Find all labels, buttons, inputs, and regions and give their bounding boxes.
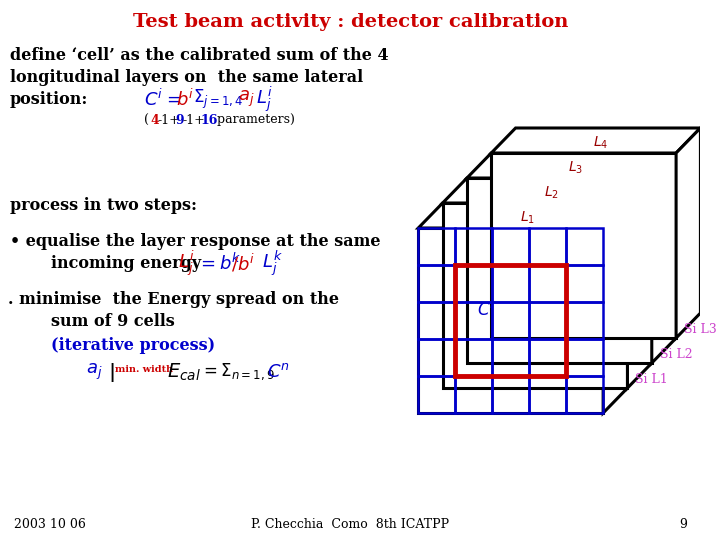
Text: define ‘cell’ as the calibrated sum of the 4: define ‘cell’ as the calibrated sum of t…: [10, 46, 388, 64]
Bar: [455, 302, 492, 339]
Text: $a_j$: $a_j$: [86, 362, 102, 382]
Bar: [566, 228, 603, 265]
Bar: [418, 376, 455, 413]
Polygon shape: [443, 178, 652, 203]
Polygon shape: [676, 128, 701, 338]
Bar: [529, 376, 566, 413]
Text: $L_2$: $L_2$: [544, 185, 559, 201]
Text: min. width: min. width: [114, 364, 173, 374]
Text: Si L2: Si L2: [660, 348, 692, 361]
Text: parameters): parameters): [213, 113, 295, 126]
Polygon shape: [418, 203, 627, 228]
Polygon shape: [491, 153, 676, 338]
Text: $L_4$: $L_4$: [593, 135, 608, 151]
Text: 4: 4: [150, 113, 160, 126]
Text: $L_3$: $L_3$: [568, 160, 583, 176]
Text: • equalise the layer response at the same: • equalise the layer response at the sam…: [10, 233, 380, 251]
Text: Si L3: Si L3: [684, 323, 716, 336]
Text: sum of 9 cells: sum of 9 cells: [50, 314, 174, 330]
Text: 2003 10 06: 2003 10 06: [14, 518, 86, 531]
Text: $E_{cal}$: $E_{cal}$: [167, 361, 201, 383]
Text: -1+: -1+: [183, 113, 206, 126]
Text: $a_j$: $a_j$: [238, 89, 255, 109]
Text: |: |: [103, 362, 116, 381]
Text: 9: 9: [175, 113, 184, 126]
Bar: [455, 339, 492, 376]
Text: incoming energy: incoming energy: [50, 254, 207, 272]
Bar: [492, 228, 529, 265]
Bar: [455, 376, 492, 413]
Polygon shape: [443, 203, 627, 388]
Polygon shape: [467, 178, 652, 363]
Text: 16: 16: [200, 113, 217, 126]
Text: (iterative process): (iterative process): [50, 336, 215, 354]
Text: $/b^i$: $/b^i$: [230, 252, 255, 274]
Text: $L^k_j$: $L^k_j$: [256, 248, 283, 278]
Bar: [492, 302, 529, 339]
Bar: [566, 376, 603, 413]
Text: 9: 9: [679, 518, 687, 531]
Text: -1+: -1+: [158, 113, 180, 126]
Bar: [455, 228, 492, 265]
Bar: [418, 228, 455, 265]
Text: $b^i$: $b^i$: [176, 89, 194, 110]
Text: position:: position:: [10, 91, 88, 107]
Polygon shape: [418, 228, 603, 413]
Text: $=\Sigma_{n=1,9}$: $=\Sigma_{n=1,9}$: [200, 362, 275, 382]
Bar: [529, 339, 566, 376]
Text: . minimise  the Energy spread on the: . minimise the Energy spread on the: [8, 292, 339, 308]
Bar: [455, 265, 566, 376]
Text: $L^i_j$: $L^i_j$: [256, 84, 273, 114]
Polygon shape: [467, 153, 676, 178]
Text: $=b^k$: $=b^k$: [197, 252, 242, 274]
Text: $L_1$: $L_1$: [520, 210, 535, 226]
Text: Si L1: Si L1: [635, 373, 668, 386]
Polygon shape: [627, 178, 652, 388]
Bar: [566, 339, 603, 376]
Text: $C^n$: $C^n$: [266, 363, 289, 381]
Bar: [492, 265, 529, 302]
Bar: [492, 339, 529, 376]
Text: Test beam activity : detector calibration: Test beam activity : detector calibratio…: [132, 13, 568, 31]
Bar: [529, 265, 566, 302]
Text: $\Sigma_{j=1,4}$: $\Sigma_{j=1,4}$: [193, 87, 243, 111]
Bar: [418, 302, 455, 339]
Bar: [418, 339, 455, 376]
Text: process in two steps:: process in two steps:: [10, 197, 197, 213]
Bar: [492, 376, 529, 413]
Text: $C^i$: $C^i$: [144, 89, 163, 110]
Bar: [566, 302, 603, 339]
Bar: [529, 228, 566, 265]
Text: $=$: $=$: [163, 90, 182, 108]
Text: longitudinal layers on  the same lateral: longitudinal layers on the same lateral: [10, 69, 363, 85]
Bar: [566, 265, 603, 302]
Bar: [529, 302, 566, 339]
Bar: [455, 265, 492, 302]
Text: P. Checchia  Como  8th ICATPP: P. Checchia Como 8th ICATPP: [251, 518, 449, 531]
Text: (: (: [144, 113, 149, 126]
Bar: [418, 265, 455, 302]
Polygon shape: [652, 153, 676, 363]
Text: $C^i$: $C^i$: [477, 299, 495, 320]
Polygon shape: [491, 128, 701, 153]
Text: $L^i_j$: $L^i_j$: [178, 248, 194, 278]
Polygon shape: [603, 203, 627, 413]
